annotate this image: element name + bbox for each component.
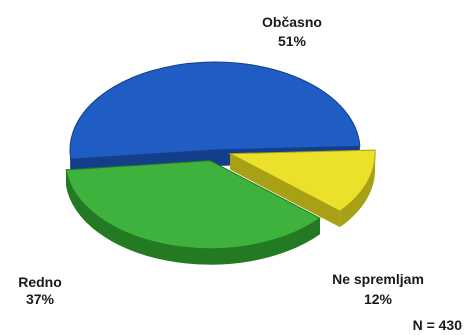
slice-label-redno: Redno xyxy=(18,274,62,290)
slice-redno xyxy=(65,160,321,250)
slice-wall-redno xyxy=(66,169,320,265)
slice-label-obcasno: Občasno xyxy=(262,14,322,30)
slice-obcasno xyxy=(69,61,361,160)
pie-slices xyxy=(65,61,376,265)
slice-cut-ne-spremljam-1 xyxy=(230,153,340,228)
slice-value-obcasno: 51% xyxy=(278,33,307,49)
slice-value-ne-spremljam: 12% xyxy=(364,291,393,307)
slice-ne-spremljam xyxy=(228,149,376,212)
slice-value-redno: 37% xyxy=(26,291,55,307)
sample-size-note: N = 430 xyxy=(413,317,463,333)
slice-label-ne-spremljam: Ne spremljam xyxy=(332,271,424,287)
slice-wall-ne-spremljam xyxy=(339,153,376,228)
